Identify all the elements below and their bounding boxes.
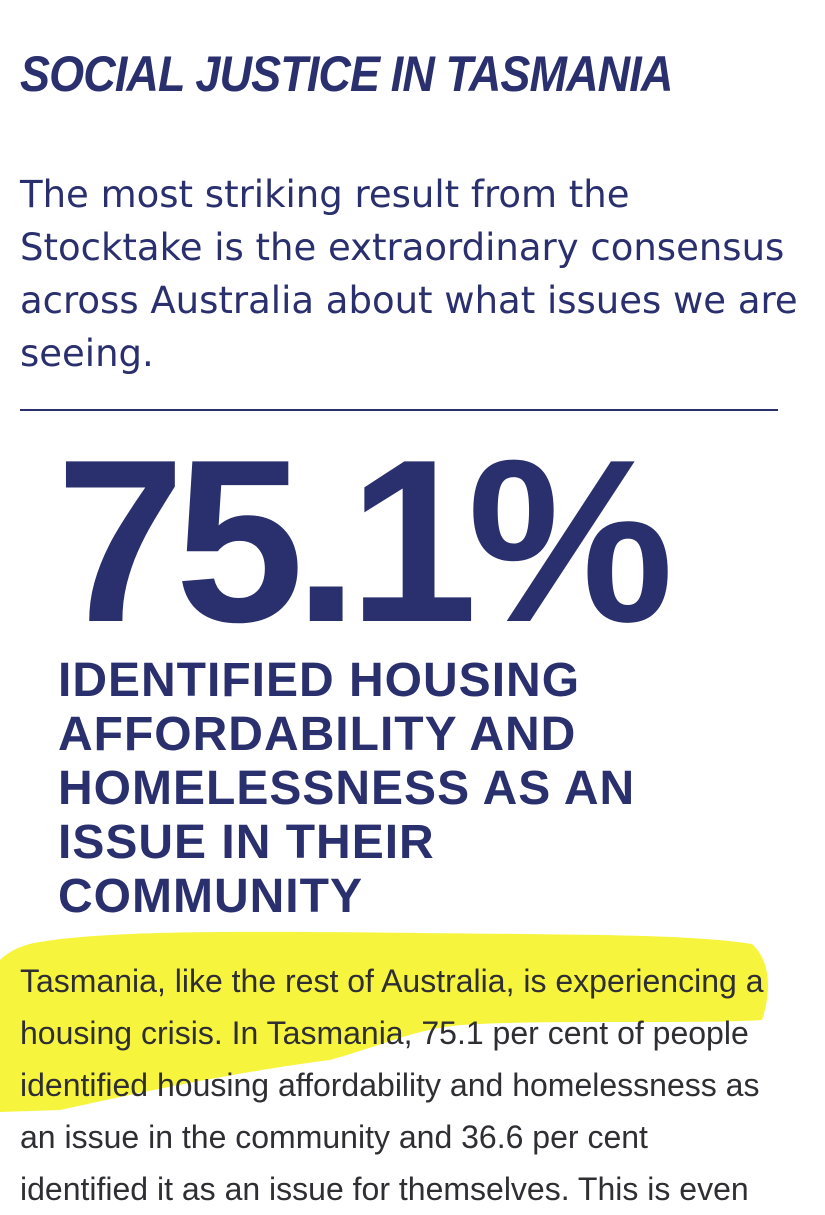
- section-title: SOCIAL JUSTICE IN TASMANIA: [20, 46, 673, 102]
- intro-paragraph: The most striking result from the Stockt…: [20, 173, 798, 375]
- headline-statistic: 75.1%: [56, 412, 674, 671]
- statistic-caption: IDENTIFIED HOUSING AFFORDABILITY AND HOM…: [58, 654, 818, 924]
- statistic-caption-line: HOMELESSNESS AS AN: [58, 762, 636, 815]
- statistic-caption-line: COMMUNITY: [58, 870, 363, 923]
- body-line: identified it as an issue for themselves…: [20, 1171, 749, 1207]
- statistic-caption-line: ISSUE IN THEIR: [58, 816, 435, 869]
- body-line: identified housing affordability and hom…: [20, 1067, 760, 1103]
- statistic-caption-line: IDENTIFIED HOUSING: [58, 654, 581, 707]
- body-line: Tasmania, like the rest of Australia, is…: [20, 963, 764, 999]
- statistic-caption-line: AFFORDABILITY AND: [58, 708, 577, 761]
- body-line: housing crisis. In Tasmania, 75.1 per ce…: [20, 1015, 749, 1051]
- divider-rule: [20, 409, 778, 411]
- body-paragraph: Tasmania, like the rest of Australia, is…: [20, 955, 810, 1215]
- body-line: an issue in the community and 36.6 per c…: [20, 1119, 648, 1155]
